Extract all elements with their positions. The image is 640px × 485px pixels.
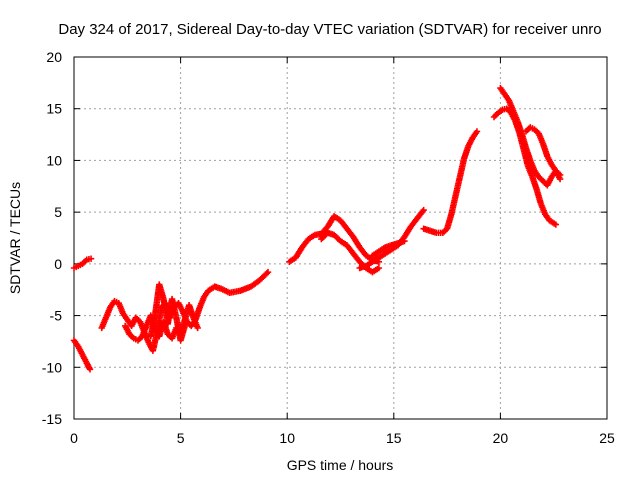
y-tick-label: 5 xyxy=(54,204,62,220)
series-segment xyxy=(522,124,564,183)
series-segment xyxy=(369,237,408,259)
series-segment xyxy=(490,105,560,228)
data-point xyxy=(181,322,189,330)
y-tick-label: 20 xyxy=(46,49,62,65)
data-point xyxy=(264,268,272,276)
y-tick-label: 0 xyxy=(54,256,62,272)
x-tick-label: 25 xyxy=(599,430,615,446)
series-0 xyxy=(70,84,564,373)
y-tick-label: -15 xyxy=(42,411,62,427)
chart-title: Day 324 of 2017, Sidereal Day-to-day VTE… xyxy=(58,21,601,38)
series-segment xyxy=(70,337,94,373)
x-tick-label: 0 xyxy=(70,430,78,446)
data-point xyxy=(87,255,95,262)
data-points xyxy=(70,84,564,373)
data-point xyxy=(556,175,564,183)
series-segment xyxy=(420,128,481,237)
data-point xyxy=(552,221,560,228)
grid xyxy=(74,57,607,419)
y-tick-label: 15 xyxy=(46,101,62,117)
data-point xyxy=(401,237,408,245)
data-point xyxy=(263,270,270,277)
plot-frame xyxy=(73,56,608,420)
series-segment xyxy=(147,281,189,344)
series-segment xyxy=(70,255,95,272)
data-point xyxy=(194,324,201,332)
data-point xyxy=(86,366,94,373)
axis-ticks xyxy=(73,56,608,420)
data-point xyxy=(420,206,427,214)
x-tick-label: 5 xyxy=(177,430,185,446)
series-segment xyxy=(356,206,427,272)
x-tick-label: 20 xyxy=(493,430,509,446)
y-tick-label: 10 xyxy=(46,152,62,168)
y-axis-label: SDTVAR / TECUs xyxy=(7,182,23,294)
tick-labels: 0 5 10 15 20 25 -15 -10 -5 0 5 10 15 20 xyxy=(42,49,615,446)
x-tick-label: 10 xyxy=(279,430,295,446)
data-point xyxy=(375,264,383,272)
y-tick-label: -10 xyxy=(42,359,62,375)
y-tick-label: -5 xyxy=(50,308,63,324)
x-tick-label: 15 xyxy=(386,430,402,446)
series-segment xyxy=(497,84,564,189)
series-segment xyxy=(286,213,383,265)
data-point xyxy=(473,128,481,135)
x-axis-label: GPS time / hours xyxy=(287,457,394,473)
